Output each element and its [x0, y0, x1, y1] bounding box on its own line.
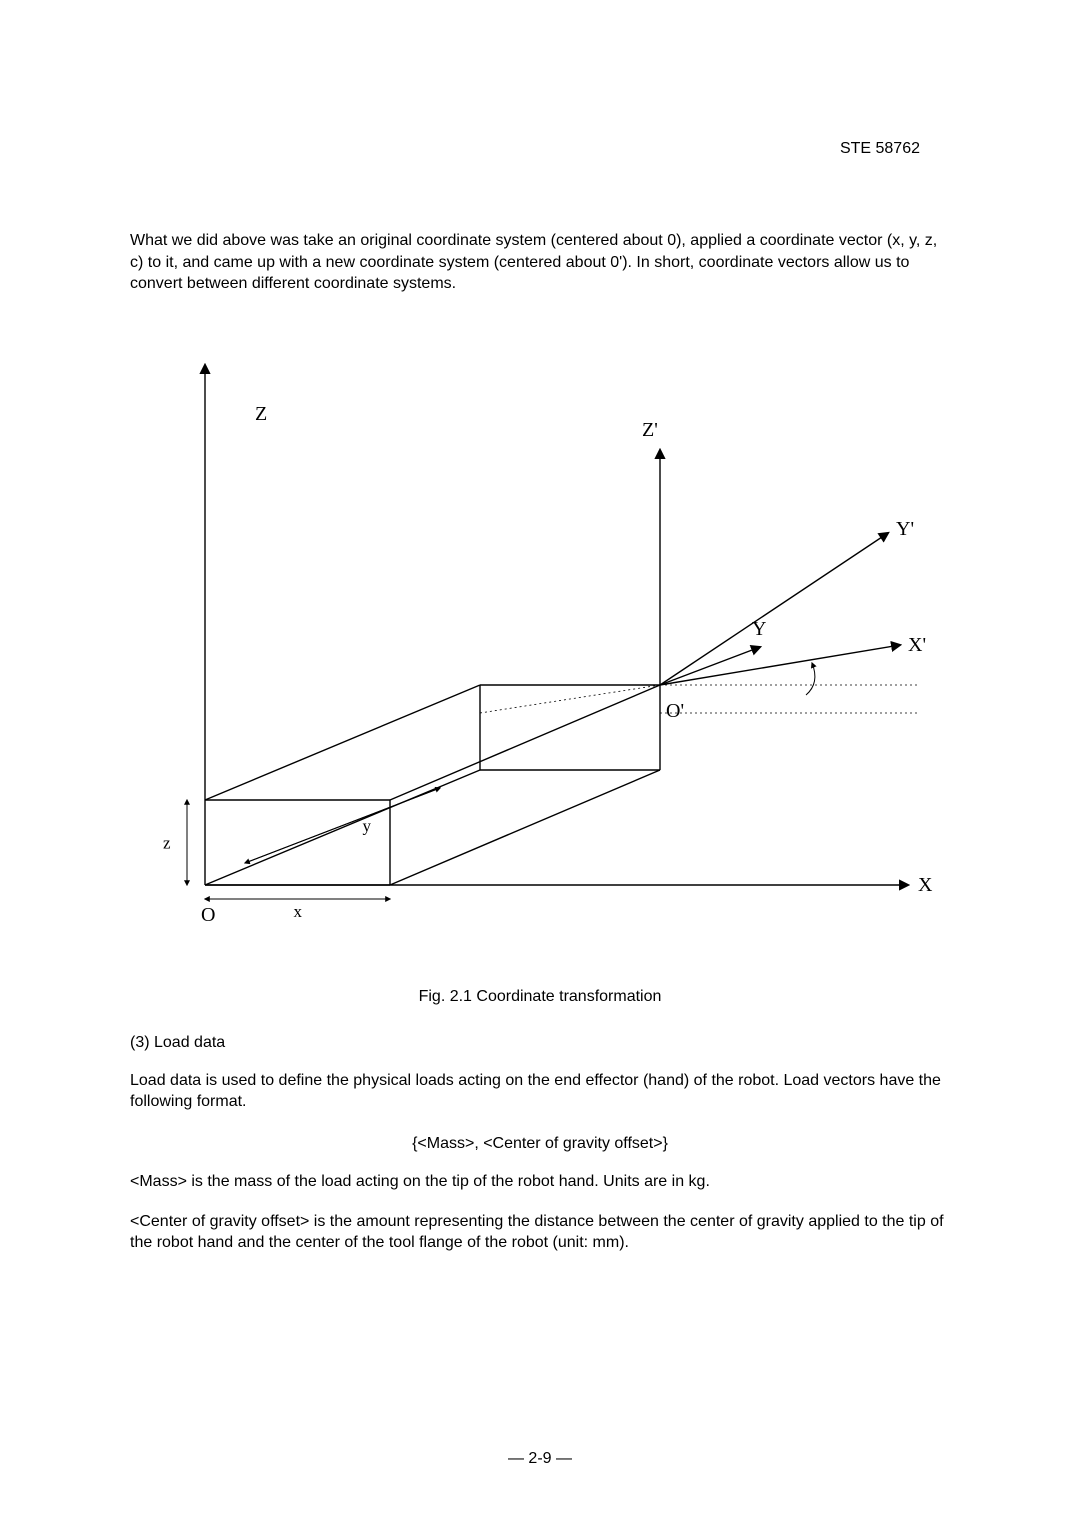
figure-svg: Z Z' Y' Y X' O' X Oz x y: [130, 325, 950, 965]
svg-text:X: X: [918, 874, 933, 896]
intro-paragraph: What we did above was take an original c…: [130, 230, 950, 295]
page: STE 58762 What we did above was take an …: [0, 0, 1080, 1528]
mass-paragraph: <Mass> is the mass of the load acting on…: [130, 1171, 950, 1193]
svg-text:y: y: [363, 816, 372, 835]
svg-text:Y': Y': [896, 518, 914, 540]
svg-text:x: x: [294, 902, 303, 921]
svg-text:Z': Z': [642, 419, 658, 441]
svg-text:z: z: [163, 833, 171, 852]
cog-offset-paragraph: <Center of gravity offset> is the amount…: [130, 1211, 950, 1254]
load-data-paragraph-1: Load data is used to define the physical…: [130, 1070, 950, 1113]
svg-text:Y: Y: [752, 618, 766, 640]
svg-text:X': X': [908, 634, 926, 656]
svg-text:O': O': [666, 700, 684, 722]
section-heading-load-data: (3) Load data: [130, 1034, 950, 1052]
page-number: ― 2-9 ―: [0, 1450, 1080, 1468]
load-data-formula: {<Mass>, <Center of gravity offset>}: [130, 1135, 950, 1153]
figure-caption: Fig. 2.1 Coordinate transformation: [130, 988, 950, 1006]
svg-text:Z: Z: [255, 403, 267, 425]
svg-text:O: O: [201, 904, 215, 926]
figure-coordinate-transformation: Z Z' Y' Y X' O' X Oz x y Fig. 2.1 Coordinate tran…: [130, 325, 950, 1006]
document-id: STE 58762: [840, 140, 920, 158]
